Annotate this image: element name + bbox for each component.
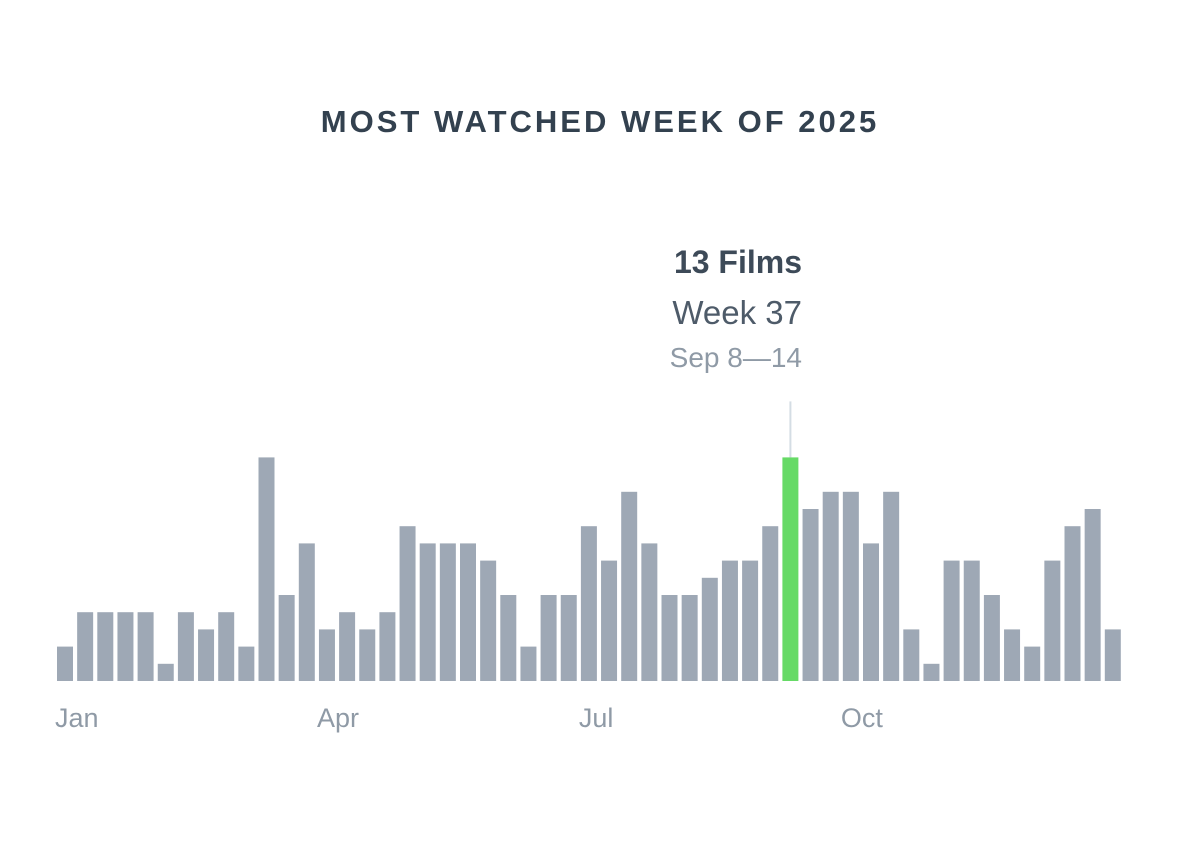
tooltip-date-range: Sep 8—14: [669, 342, 802, 373]
bar-week-19[interactable]: [419, 543, 436, 681]
bar-week-35[interactable]: [742, 560, 759, 681]
bar-week-41[interactable]: [863, 543, 879, 681]
bar-week-43[interactable]: [903, 629, 920, 681]
bar-week-4[interactable]: [117, 612, 134, 681]
bar-week-23[interactable]: [500, 595, 517, 681]
tooltip-film-count: 13 Films: [673, 244, 802, 280]
chart-title: MOST WATCHED WEEK OF 2025: [320, 104, 880, 139]
bar-week-16[interactable]: [359, 629, 376, 681]
bar-week-5[interactable]: [137, 612, 154, 681]
bar-week-22[interactable]: [480, 560, 497, 681]
bar-week-50[interactable]: [1044, 560, 1061, 681]
bars-group: [57, 401, 1121, 681]
bar-week-34[interactable]: [721, 560, 738, 681]
bar-week-8[interactable]: [198, 629, 215, 681]
bar-week-2[interactable]: [77, 612, 94, 681]
bar-week-39[interactable]: [822, 491, 839, 681]
bar-week-24[interactable]: [520, 646, 537, 681]
x-tick-label-jul: Jul: [579, 703, 614, 733]
bar-week-12[interactable]: [278, 595, 295, 681]
bar-week-10[interactable]: [238, 646, 255, 681]
tooltip-week-number: Week 37: [672, 294, 802, 331]
bar-week-1[interactable]: [57, 646, 73, 681]
bar-week-45[interactable]: [943, 560, 960, 681]
x-tick-label-jan: Jan: [55, 703, 99, 733]
bar-week-53[interactable]: [1104, 629, 1121, 681]
bar-week-42[interactable]: [883, 491, 900, 681]
bar-week-18[interactable]: [399, 526, 416, 681]
bar-week-17[interactable]: [379, 612, 396, 681]
bar-week-20[interactable]: [439, 543, 456, 681]
bar-week-11[interactable]: [258, 457, 275, 681]
bar-week-21[interactable]: [460, 543, 476, 681]
bar-week-38[interactable]: [802, 509, 819, 681]
bar-week-3[interactable]: [97, 612, 114, 681]
bar-week-28[interactable]: [601, 560, 618, 681]
bar-week-51[interactable]: [1064, 526, 1081, 681]
bar-week-31[interactable]: [661, 595, 678, 681]
bar-week-44[interactable]: [923, 663, 940, 681]
bar-week-33[interactable]: [701, 577, 718, 681]
bar-week-6[interactable]: [157, 663, 174, 681]
bar-week-37-highlighted[interactable]: [782, 457, 799, 681]
bar-week-14[interactable]: [318, 629, 335, 681]
bar-week-26[interactable]: [560, 595, 577, 681]
bar-week-15[interactable]: [339, 612, 356, 681]
bar-week-32[interactable]: [681, 595, 698, 681]
bar-week-7[interactable]: [177, 612, 194, 681]
bar-week-47[interactable]: [983, 595, 1000, 681]
bar-week-27[interactable]: [580, 526, 597, 681]
bar-week-40[interactable]: [842, 491, 859, 681]
bar-week-48[interactable]: [1004, 629, 1021, 681]
x-tick-label-oct: Oct: [841, 703, 884, 733]
bar-week-36[interactable]: [762, 526, 779, 681]
x-axis-labels: Jan Apr Jul Oct: [55, 703, 883, 733]
bar-week-52[interactable]: [1084, 509, 1101, 681]
bar-week-46[interactable]: [963, 560, 980, 681]
bar-week-30[interactable]: [641, 543, 658, 681]
bar-week-25[interactable]: [540, 595, 557, 681]
bar-week-13[interactable]: [298, 543, 315, 681]
x-tick-label-apr: Apr: [317, 703, 359, 733]
bar-week-49[interactable]: [1024, 646, 1041, 681]
bar-week-29[interactable]: [621, 491, 638, 681]
bar-week-9[interactable]: [218, 612, 235, 681]
